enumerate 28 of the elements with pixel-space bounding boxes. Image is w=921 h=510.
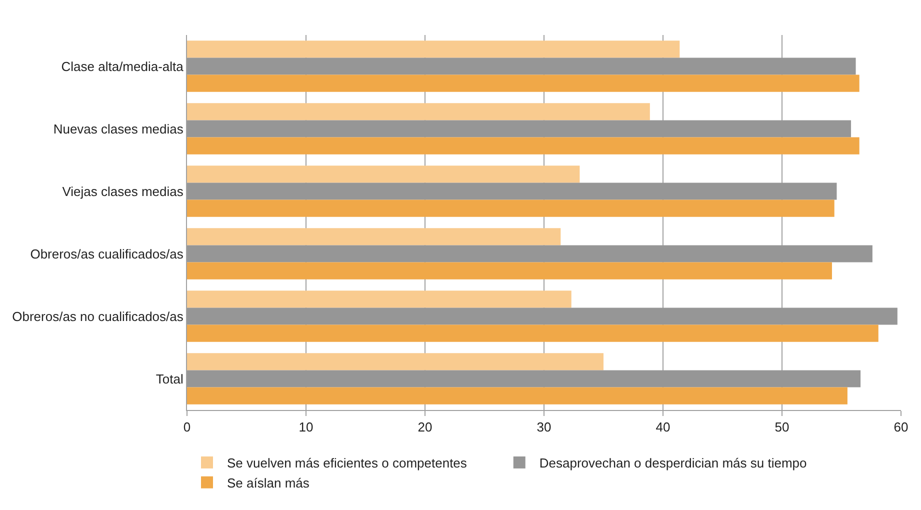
bar [187, 166, 580, 183]
x-tick-label: 10 [298, 420, 314, 435]
bar [187, 290, 572, 308]
y-tick-label: Clase alta/media-alta [61, 58, 184, 74]
bar [187, 200, 834, 217]
y-tick-label: Obreros/as no cualificados/as [12, 308, 184, 324]
y-tick-label: Viejas clases medias [62, 184, 184, 199]
y-tick-label: Total [156, 371, 184, 386]
legend-label: Desaprovechan o desperdician más su tiempo [539, 456, 807, 471]
x-tick-label: 50 [774, 420, 790, 435]
bar [187, 137, 860, 154]
legend-label: Se aíslan más [227, 475, 310, 490]
x-tick-label: 60 [894, 420, 908, 435]
y-tick-label: Obreros/as cualificados/as [30, 246, 184, 262]
y-tick-label: Nuevas clases medias [53, 121, 184, 136]
x-tick-label: 30 [536, 420, 552, 435]
legend-label: Se vuelven más eficientes o competentes [227, 456, 468, 471]
bar [187, 74, 860, 92]
bar [187, 262, 832, 280]
bar [187, 324, 878, 342]
bar [187, 228, 561, 246]
bar [187, 103, 650, 120]
bar [187, 387, 848, 404]
bar [187, 40, 680, 58]
x-tick-label: 40 [656, 420, 670, 435]
bar [187, 353, 604, 370]
x-tick-label: 0 [183, 420, 191, 435]
x-tick-label: 20 [418, 420, 432, 435]
